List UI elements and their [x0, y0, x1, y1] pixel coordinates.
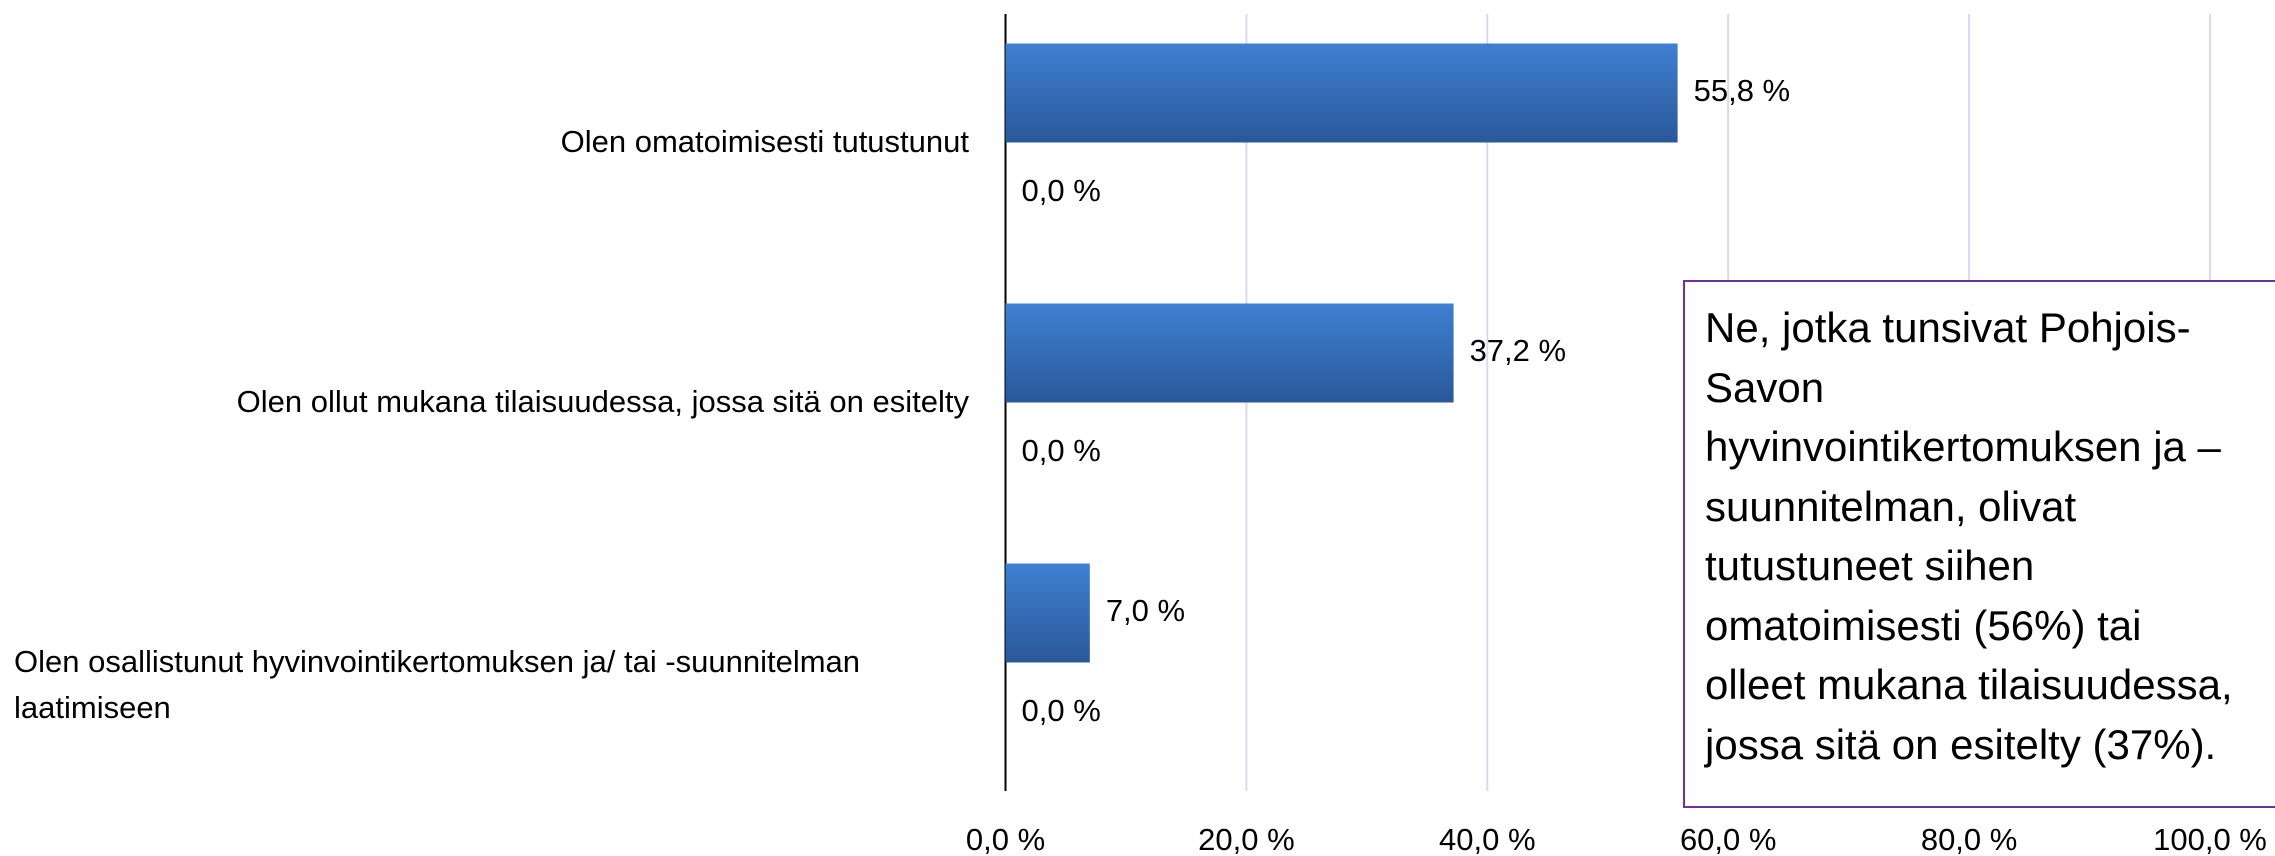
category-label: Olen omatoimisesti tutustunut [14, 119, 969, 165]
annotation-box: Ne, jotka tunsivat Pohjois- Savon hyvinvoi… [1683, 280, 2275, 808]
annotation-line: hyvinvointikertomuksen ja – [1705, 423, 2221, 470]
annotation-line: omatoimisesti (56%) tai [1705, 601, 2142, 649]
x-tick-label: 100,0 % [2153, 822, 2267, 856]
category-text: Olen osallistunut hyvinvointikertomuksen… [14, 644, 861, 725]
annotation-line: suunnitelman, olivat [1705, 482, 2077, 530]
category-text: Olen ollut mukana tilaisuudessa, jossa s… [236, 384, 969, 419]
x-tick-label: 0,0 % [966, 822, 1045, 856]
annotation-line: Ne, jotka tunsivat Pohjois- [1705, 304, 2191, 351]
category-label: Olen ollut mukana tilaisuudessa, jossa s… [14, 379, 969, 425]
value-label: 55,8 % [1694, 73, 1791, 108]
value-label: 37,2 % [1470, 333, 1567, 368]
value-label: 0,0 % [1022, 173, 1101, 208]
bar [1005, 563, 1090, 663]
bar [1005, 303, 1454, 403]
annotation-line: Savon [1705, 363, 1825, 411]
bar [1005, 43, 1678, 143]
annotation-line: tutustuneet siihen [1705, 542, 2035, 589]
x-tick-label: 80,0 % [1921, 822, 2018, 856]
category-label: Olen osallistunut hyvinvointikertomuksen… [14, 639, 969, 731]
annotation-line: olleet mukana tilaisuudessa, [1705, 661, 2233, 708]
annotation-line: jossa sitä on esitelty (37%). [1705, 720, 2217, 768]
value-label: 7,0 % [1106, 593, 1185, 628]
x-tick-label: 40,0 % [1439, 822, 1536, 856]
value-label: 0,0 % [1022, 693, 1101, 728]
x-tick-label: 20,0 % [1198, 822, 1295, 856]
value-label: 0,0 % [1022, 433, 1101, 468]
x-tick-label: 60,0 % [1680, 822, 1777, 856]
category-text: Olen omatoimisesti tutustunut [560, 124, 969, 159]
